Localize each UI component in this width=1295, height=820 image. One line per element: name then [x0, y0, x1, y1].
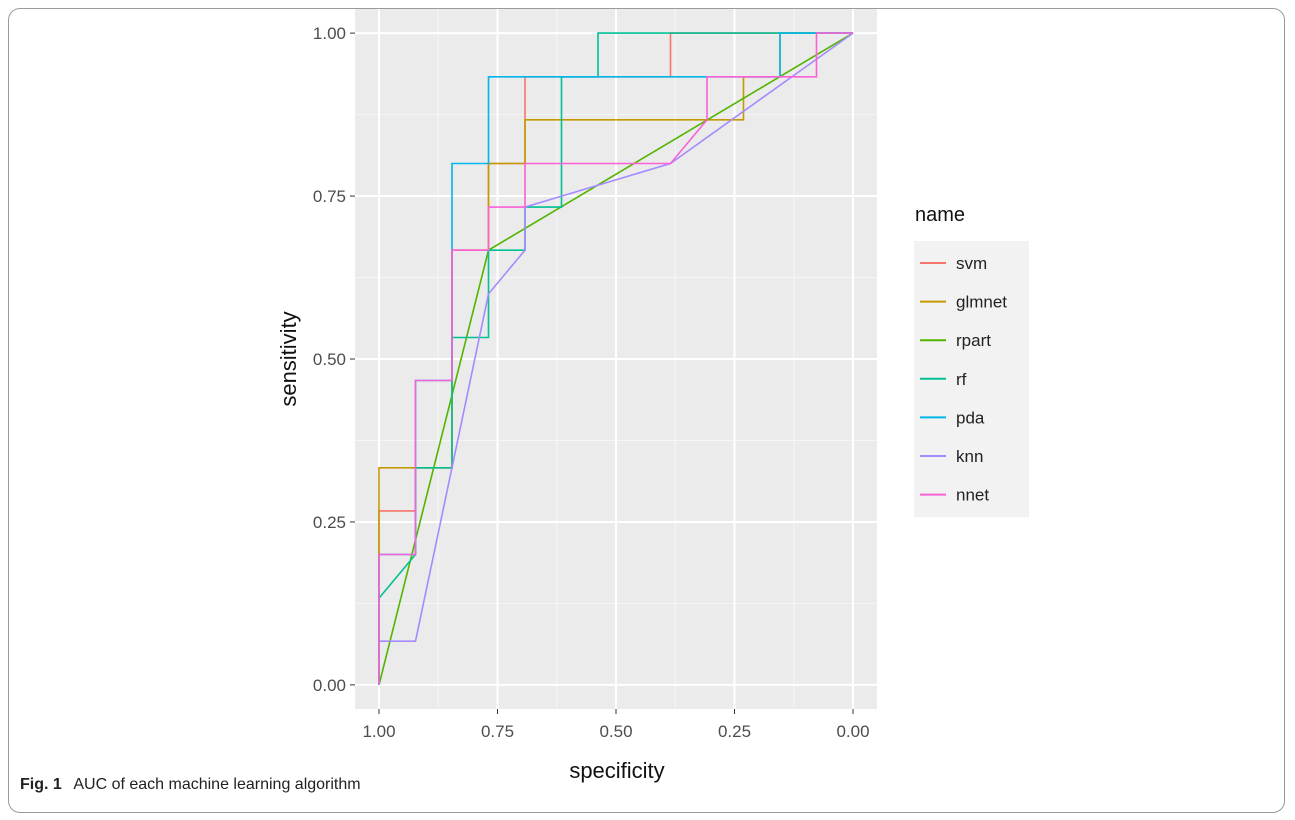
- x-tick-label: 0.25: [718, 722, 751, 741]
- grid-major: [355, 9, 877, 709]
- y-tick-label: 1.00: [313, 24, 346, 43]
- x-axis-label: specificity: [569, 758, 664, 783]
- y-tick-label: 0.75: [313, 187, 346, 206]
- legend-label-rpart: rpart: [956, 331, 991, 350]
- y-tick-label: 0.25: [313, 513, 346, 532]
- series-layer: [378, 32, 854, 686]
- y-tick-label: 0.50: [313, 350, 346, 369]
- figure-number: Fig. 1: [20, 776, 62, 793]
- x-tick-label: 1.00: [362, 722, 395, 741]
- legend-title: name: [915, 204, 965, 226]
- x-tick-label: 0.00: [836, 722, 869, 741]
- caption-text: AUC of each machine learning algorithm: [73, 776, 361, 793]
- legend-label-knn: knn: [956, 447, 983, 466]
- figure-caption: Fig. 1 AUC of each machine learning algo…: [20, 776, 361, 794]
- legend-items: svm glmnet rpart rf pda knn nnet: [914, 241, 1029, 518]
- legend-label-pda: pda: [956, 408, 985, 427]
- legend-label-glmnet: glmnet: [956, 293, 1007, 312]
- series-line-nnet: [378, 32, 853, 685]
- legend-label-rf: rf: [956, 370, 967, 389]
- x-tick-label: 0.50: [599, 722, 632, 741]
- y-axis-label: sensitivity: [276, 311, 301, 406]
- legend-label-nnet: nnet: [956, 486, 989, 505]
- legend: name svm glmnet rpart rf pda knn nnet: [914, 204, 1029, 518]
- y-axis: 0.00 0.25 0.50 0.75 1.00: [313, 24, 355, 695]
- legend-label-svm: svm: [956, 254, 987, 273]
- x-tick-label: 0.75: [481, 722, 514, 741]
- y-tick-label: 0.00: [313, 676, 346, 695]
- x-axis: 1.00 0.75 0.50 0.25 0.00: [362, 709, 870, 741]
